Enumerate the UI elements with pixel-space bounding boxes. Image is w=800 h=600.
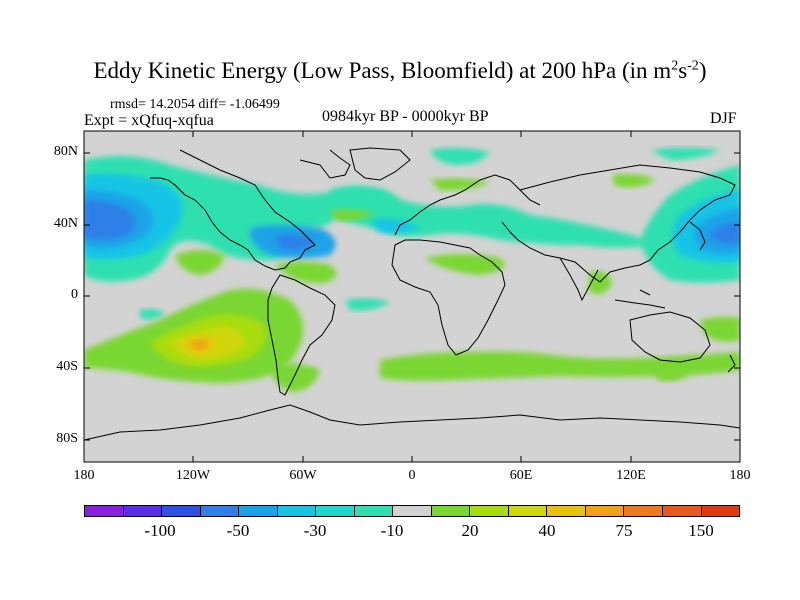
lon-label: 120W [175, 468, 211, 483]
colorbar-swatch [547, 506, 586, 516]
colorbar-label: 150 [688, 521, 714, 540]
season-label: DJF [710, 110, 737, 127]
colorbar-label: -50 [226, 521, 250, 540]
colorbar-label: 75 [615, 521, 633, 540]
chart-title: Eddy Kinetic Energy (Low Pass, Bloomfiel… [93, 58, 707, 83]
contour-region [380, 351, 740, 381]
lon-label: 60W [289, 468, 317, 483]
contour-region [430, 178, 490, 191]
colorbar-swatch [239, 506, 278, 516]
contour-region [700, 316, 740, 342]
colorbar-swatch [354, 506, 394, 516]
lon-label: 120E [616, 468, 646, 483]
contour-region [650, 147, 720, 160]
colorbar-label: 40 [538, 521, 556, 540]
colorbar-label: 20 [461, 521, 479, 540]
contour-region [275, 234, 315, 250]
colorbar-swatch [200, 506, 240, 516]
lat-label: 80N [53, 144, 78, 159]
colorbar-label: -10 [380, 521, 404, 540]
contour-region [708, 222, 740, 244]
contour-region [275, 261, 337, 284]
coastlines [84, 147, 740, 441]
colorbar [84, 505, 740, 517]
colorbar-swatch [316, 506, 355, 516]
lon-label: 180 [73, 468, 95, 483]
colorbar-swatch [662, 506, 702, 516]
colorbar-swatch [393, 506, 432, 516]
contour-region [190, 340, 208, 349]
field-contours [84, 147, 740, 392]
contour-region [425, 254, 505, 275]
colorbar-label: -100 [144, 521, 176, 540]
contour-region [330, 186, 650, 248]
colorbar-swatch [277, 506, 317, 516]
contour-region [612, 174, 655, 188]
lon-label: 60E [509, 468, 533, 483]
colorbar-swatch [123, 506, 163, 516]
colorbar-swatch [431, 506, 471, 516]
contour-region [270, 363, 320, 392]
contour-region [175, 250, 225, 275]
lon-label: 180 [729, 468, 751, 483]
experiment-label: Expt = xQfuq-xqfua [84, 112, 214, 129]
colorbar-swatch [585, 506, 625, 516]
colorbar-swatch [508, 506, 548, 516]
lat-label: 40S [56, 359, 78, 374]
colorbar-label: -30 [303, 521, 327, 540]
contour-region [330, 209, 375, 221]
lon-label: 0 [408, 468, 416, 483]
lat-label: 40N [53, 216, 78, 231]
contour-region [370, 218, 420, 233]
contour-region [430, 147, 490, 165]
period-label: 0984kyr BP - 0000kyr BP [322, 108, 489, 125]
lat-label: 80S [56, 431, 78, 446]
axis-ticks [83, 131, 741, 462]
contour-region [140, 308, 165, 320]
colorbar-swatch [162, 506, 201, 516]
contour-region [84, 200, 135, 240]
stats-text: rmsd= 14.2054 diff= -1.06499 [110, 97, 280, 112]
colorbar-swatch [624, 506, 663, 516]
colorbar-swatch [85, 506, 124, 516]
lat-label: 0 [71, 287, 78, 302]
colorbar-swatch [470, 506, 509, 516]
colorbar-swatch [701, 506, 740, 516]
contour-region [345, 298, 390, 311]
